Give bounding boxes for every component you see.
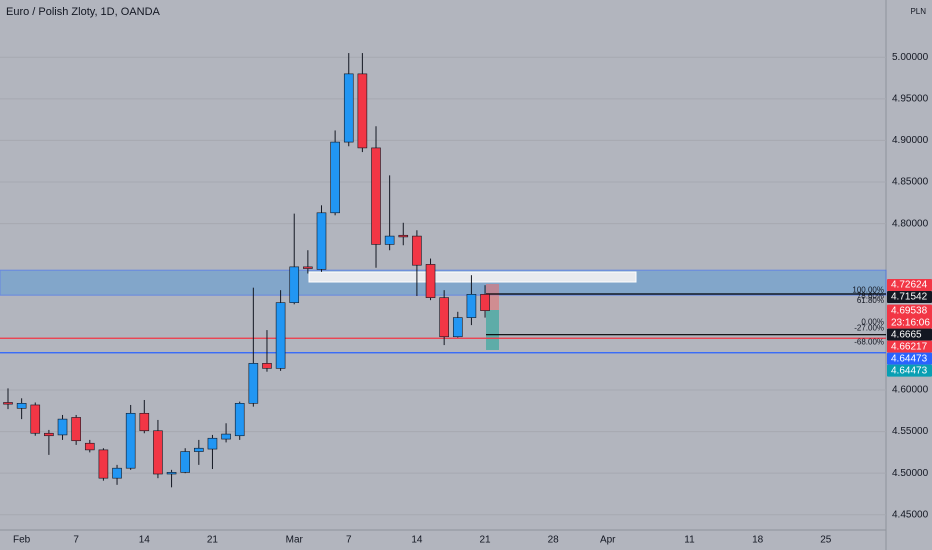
y-tick-label: 4.85000 <box>892 177 929 188</box>
x-tick-label: 7 <box>346 535 352 546</box>
price-label-box <box>887 290 932 303</box>
candle-body <box>303 266 313 269</box>
x-tick-label: 11 <box>684 535 695 546</box>
candle-body <box>371 147 381 245</box>
fib-label: -27.00% <box>854 324 884 333</box>
y-tick-label: 4.45000 <box>892 509 929 520</box>
price-label: 4.64473 <box>891 365 928 376</box>
drawn-rectangle <box>308 271 637 283</box>
price-label: 4.6665 <box>891 329 922 340</box>
y-tick-label: 4.95000 <box>892 93 929 104</box>
x-tick-label: 18 <box>752 535 764 546</box>
candle-body <box>194 447 204 452</box>
price-label: 4.71542 <box>891 292 928 303</box>
candle-body <box>207 437 218 450</box>
candle-body <box>71 417 81 442</box>
fib-label: 100.00% <box>852 286 884 295</box>
y-tick-label: 5.00000 <box>892 52 929 63</box>
x-tick-label: 21 <box>479 535 491 546</box>
chart-title: Euro / Polish Zloty, 1D, OANDA <box>6 6 161 18</box>
currency: PLN <box>910 7 926 16</box>
price-label: 4.66217 <box>891 341 928 352</box>
price-label-box <box>887 304 932 329</box>
y-tick-label: 4.55000 <box>892 426 929 437</box>
fib-label: 0.00% <box>861 318 884 327</box>
price-label-box <box>887 278 932 291</box>
y-tick-label: 4.90000 <box>892 135 929 146</box>
candle-body <box>384 235 395 245</box>
candle-body <box>98 449 109 479</box>
candle-body <box>44 432 54 437</box>
candle-body <box>153 430 163 475</box>
candle-body <box>275 302 286 369</box>
fib-label: -68.00% <box>854 338 884 347</box>
candle-body <box>139 412 150 432</box>
candle-body <box>84 442 95 451</box>
price-label-box <box>887 328 932 341</box>
candle-body <box>425 264 436 298</box>
candle-body <box>221 433 231 440</box>
candle-body <box>166 472 177 475</box>
y-tick-label: 4.60000 <box>892 385 929 396</box>
candle-body <box>466 294 477 318</box>
x-tick-label: 7 <box>73 535 79 546</box>
candle-body <box>262 363 272 369</box>
candle-body <box>289 266 300 303</box>
candle-body <box>412 235 422 266</box>
x-tick-label: 28 <box>548 535 560 546</box>
countdown: 23:16:06 <box>891 317 930 328</box>
candle-body <box>57 418 68 436</box>
candle-body <box>330 141 340 214</box>
price-label-box <box>887 352 932 365</box>
candle-body <box>234 403 245 437</box>
candle-body <box>112 467 122 479</box>
x-tick-label: Mar <box>286 535 304 546</box>
candle-body <box>398 234 409 238</box>
candle-body <box>480 294 490 311</box>
candle-body <box>357 73 368 149</box>
fib-label: 78.60% <box>857 292 884 301</box>
candle-body <box>248 363 259 404</box>
candle-body <box>30 404 41 434</box>
position-target <box>486 310 499 350</box>
price-label: 4.72624 <box>891 280 928 291</box>
candle-body <box>452 317 463 338</box>
price-label: 4.64473 <box>891 353 928 364</box>
x-tick-label: 14 <box>411 535 423 546</box>
price-label-box <box>887 364 932 377</box>
candle-body <box>16 403 27 409</box>
y-tick-label: 4.80000 <box>892 218 929 229</box>
candle-body <box>125 412 136 469</box>
candle-body <box>180 451 190 473</box>
x-tick-label: Feb <box>13 535 31 546</box>
fib-label: 61.80% <box>857 296 884 305</box>
candle-body <box>343 73 354 143</box>
x-tick-label: 14 <box>139 535 151 546</box>
x-tick-label: Apr <box>600 535 616 546</box>
price-label: 4.69538 <box>891 305 928 316</box>
candle-body <box>439 297 449 338</box>
y-tick-label: 4.50000 <box>892 468 929 479</box>
x-tick-label: 21 <box>207 535 219 546</box>
candle-body <box>316 212 327 270</box>
x-tick-label: 25 <box>820 535 832 546</box>
price-label-box <box>887 340 932 353</box>
candle-body <box>3 402 13 405</box>
